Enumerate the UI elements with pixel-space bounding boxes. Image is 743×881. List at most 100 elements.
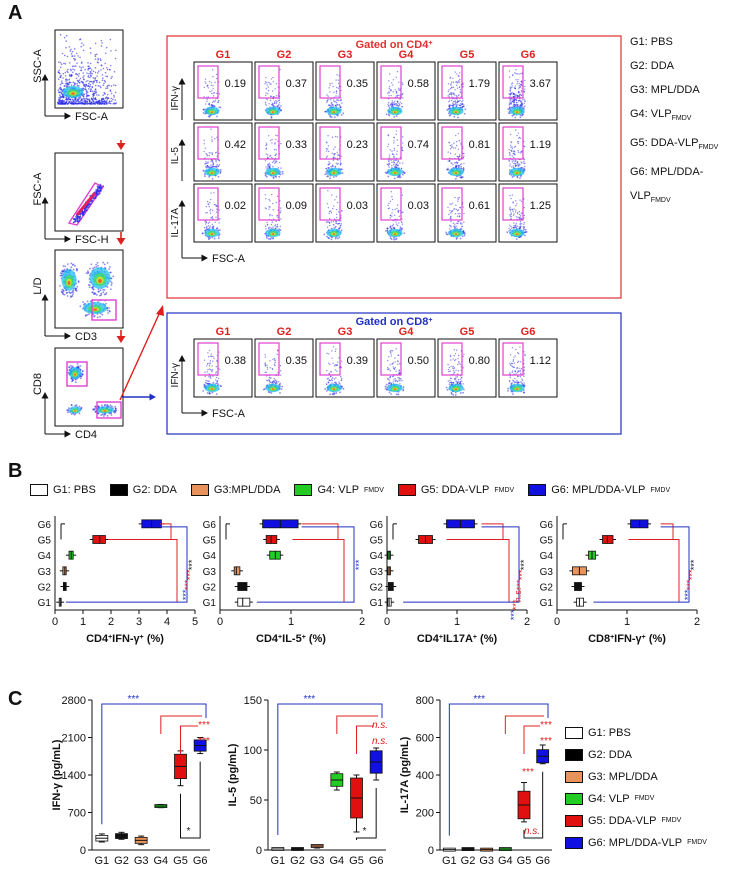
- density-dot: [83, 103, 85, 105]
- density-dot: [73, 55, 76, 57]
- cd4-box-value: 0.81: [469, 139, 490, 151]
- density-dot: [520, 89, 523, 92]
- density-dot: [511, 82, 514, 84]
- density-dot: [77, 216, 80, 219]
- density-dot: [389, 350, 391, 353]
- density-dot: [95, 195, 97, 198]
- density-cloud: [507, 381, 526, 396]
- density-dot: [325, 150, 328, 152]
- density-dot: [459, 392, 462, 394]
- density-dot: [328, 164, 330, 166]
- density-dot: [72, 68, 74, 70]
- density-dot: [400, 228, 403, 231]
- cd4-box-plot: [315, 122, 375, 182]
- density-dot: [89, 70, 92, 73]
- density-dot: [514, 164, 517, 167]
- density-dot: [342, 112, 345, 115]
- density-dot: [204, 375, 206, 378]
- density-dot: [109, 271, 112, 274]
- density-dot: [339, 160, 342, 162]
- density-dot: [450, 162, 452, 164]
- density-dot: [511, 148, 514, 150]
- density-dot: [209, 201, 211, 204]
- density-dot: [401, 146, 404, 149]
- density-dot: [88, 86, 91, 88]
- density-dot: [99, 101, 101, 103]
- density-dot: [339, 164, 341, 166]
- density-dot: [456, 349, 458, 351]
- density-dot: [71, 295, 74, 297]
- density-dot: [393, 164, 395, 166]
- density-dot: [521, 218, 523, 220]
- cd4-box-value: 0.74: [408, 139, 429, 151]
- density-dot: [454, 89, 456, 91]
- cytokine-gate: [502, 126, 524, 160]
- density-dot: [390, 227, 393, 230]
- density-dot: [453, 92, 455, 95]
- density-dot: [202, 169, 205, 172]
- density-dot: [397, 377, 399, 379]
- density-dot: [393, 142, 395, 144]
- density-dot: [209, 208, 212, 211]
- density-dot: [203, 86, 205, 89]
- density-dot: [340, 224, 342, 226]
- density-dot: [59, 33, 62, 36]
- density-dot: [94, 77, 96, 80]
- density-dot: [384, 387, 387, 390]
- density-dot: [524, 228, 527, 231]
- density-dot: [451, 146, 453, 149]
- density-dot: [264, 94, 267, 97]
- density-dot: [455, 95, 458, 97]
- density-dot: [323, 233, 326, 236]
- density-dot: [89, 90, 92, 93]
- density-dot: [518, 86, 520, 88]
- cytokine-gate: [380, 342, 402, 376]
- density-dot: [88, 65, 90, 67]
- density-dot: [336, 86, 338, 89]
- density-core: [92, 308, 98, 311]
- density-dot: [69, 50, 72, 52]
- density-dot: [75, 52, 78, 55]
- density-dot: [509, 87, 512, 89]
- density-dot: [103, 82, 105, 85]
- density-dot: [461, 380, 463, 382]
- density-dot: [218, 165, 220, 167]
- density-dot: [86, 94, 88, 96]
- density-dot: [85, 272, 88, 275]
- density-dot: [110, 77, 112, 80]
- density-dot: [336, 73, 338, 76]
- density-dot: [71, 379, 74, 382]
- density-dot: [523, 158, 526, 161]
- density-dot: [204, 147, 207, 149]
- density-dot: [515, 95, 517, 97]
- density-dot: [335, 364, 338, 367]
- density-dot: [340, 168, 343, 171]
- density-dot: [387, 163, 390, 165]
- density-dot: [106, 286, 109, 288]
- density-dot: [94, 84, 97, 87]
- density-dot: [80, 67, 83, 69]
- gating-y-label: CD8: [32, 373, 44, 395]
- density-dot: [112, 275, 115, 278]
- density-dot: [206, 380, 208, 382]
- density-dot: [272, 237, 274, 240]
- density-dot: [279, 211, 282, 214]
- density-dot: [206, 98, 208, 100]
- density-dot: [97, 290, 100, 293]
- density-dot: [507, 389, 509, 392]
- density-dot: [388, 92, 390, 94]
- density-dot: [519, 199, 521, 201]
- density-dot: [450, 226, 452, 228]
- density-dot: [214, 81, 216, 84]
- density-dot: [509, 224, 511, 226]
- density-dot: [388, 85, 391, 88]
- density-dot: [456, 215, 459, 218]
- density-dot: [457, 213, 459, 215]
- density-dot: [334, 364, 336, 366]
- cd4-box-plot-density: [441, 65, 467, 119]
- density-dot: [208, 380, 210, 382]
- density-dot: [509, 163, 511, 165]
- density-dot: [448, 96, 450, 98]
- cd4-box-value: 0.42: [225, 139, 246, 151]
- density-dot: [211, 360, 214, 362]
